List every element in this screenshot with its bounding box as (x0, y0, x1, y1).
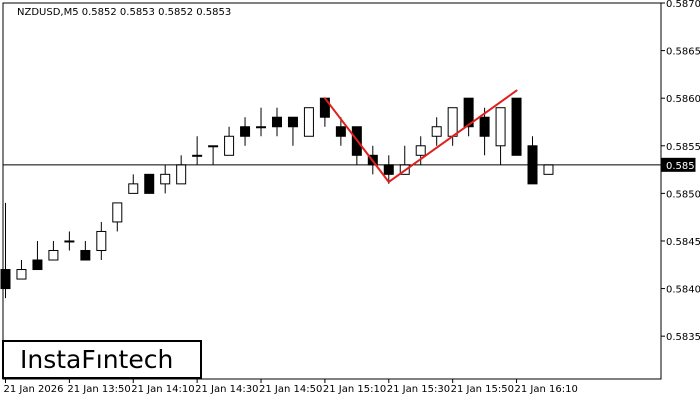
logo-box (2, 340, 202, 379)
candle (144, 173, 155, 194)
candle-body-bearish (0, 269, 11, 290)
candle (16, 260, 27, 280)
y-tick-label: 0.5850 (666, 189, 700, 200)
current-price-label: 0.5853 (666, 161, 700, 172)
x-tick-label: 21 Jan 15:10 (323, 384, 386, 395)
candle (96, 221, 107, 261)
y-tick-label: 0.5835 (666, 332, 700, 343)
candle-body-bullish (176, 164, 187, 185)
candle-body-bearish (383, 164, 394, 175)
pattern-line (387, 89, 518, 183)
chart-title: NZDUSD,M5 0.5852 0.5853 0.5852 0.5853 (17, 7, 231, 18)
candle (335, 117, 346, 146)
candle-body-bearish (287, 116, 298, 128)
candle (271, 107, 282, 137)
candle (112, 202, 123, 232)
x-tick-label: 21 Jan 15:50 (451, 384, 514, 395)
candle (256, 107, 267, 137)
candle-body-bullish (415, 145, 426, 156)
candle-body-bullish (224, 135, 235, 156)
pattern-layer (323, 89, 518, 183)
candle (431, 117, 442, 146)
candle-body-bearish (479, 116, 490, 137)
y-tick-label: 0.5860 (666, 94, 700, 105)
candle (479, 107, 490, 156)
candle (543, 164, 554, 175)
candle-body-bullish (431, 126, 442, 137)
candle (32, 240, 43, 271)
current-price-badge: 0.5853 (660, 157, 700, 172)
candle-body-bearish (511, 97, 522, 156)
x-tick-label: 21 Jan 15:30 (387, 384, 450, 395)
candle-body-bearish (463, 97, 474, 128)
x-tick-label: 21 Jan 14:30 (195, 384, 258, 395)
candle (224, 126, 235, 156)
x-axis: 21 Jan 2026 21 Jan 13:50 21 Jan 14:10 21 Ja… (4, 379, 578, 395)
candle (128, 174, 139, 194)
candle (48, 240, 59, 261)
candle-body-bullish (160, 173, 171, 185)
candle-body-bullish (192, 154, 203, 157)
candle-body-bullish (303, 107, 314, 137)
candle-body-bullish (208, 145, 219, 148)
candle-body-bearish (271, 116, 282, 128)
candle (287, 116, 298, 146)
candle-body-bullish (256, 126, 267, 129)
plot-area (2, 2, 662, 380)
y-tick-label: 0.5855 (666, 142, 700, 153)
candle-body-bullish (128, 183, 139, 194)
y-tick-label: 0.5845 (666, 237, 700, 248)
candle (240, 117, 251, 146)
candle-body-bullish (447, 107, 458, 137)
candle-body-bearish (240, 126, 251, 137)
candle-body-bearish (32, 259, 43, 271)
candle-body-bullish (48, 249, 59, 261)
candle-body-bearish (80, 249, 91, 261)
x-tick-label: 21 Jan 2026 (4, 384, 64, 395)
candle (511, 97, 522, 156)
candle-body-bullish (96, 230, 107, 251)
y-tick-label: 0.5840 (666, 285, 700, 296)
logo-text: InstaFıntech (20, 345, 173, 374)
x-tick-label: 21 Jan 13:50 (67, 384, 130, 395)
pattern-line (323, 97, 390, 183)
candle (192, 136, 203, 165)
candle-body-bullish (16, 269, 27, 280)
candle (208, 145, 219, 165)
candle (495, 107, 506, 165)
x-tick-label: 21 Jan 16:10 (515, 384, 578, 395)
logo: InstaFıntech (2, 340, 202, 379)
y-tick-label: 0.5870 (666, 0, 700, 10)
candle (303, 107, 314, 137)
candle (64, 231, 75, 251)
x-tick-label: 21 Jan 14:50 (259, 384, 322, 395)
y-tick-label: 0.5865 (666, 47, 700, 58)
current-price-badge-bg (660, 157, 696, 172)
candle-body-bearish (335, 126, 346, 137)
candle (80, 240, 91, 261)
candle (463, 97, 474, 137)
candle-body-bearish (144, 173, 155, 194)
candle (160, 164, 171, 194)
candle-body-bullish (64, 240, 75, 243)
candle-body-bullish (112, 202, 123, 223)
x-tick-label: 21 Jan 14:10 (131, 384, 194, 395)
y-axis: 0.5870 0.5865 0.5860 0.5855 0.5850 0.5845 0.58… (660, 0, 700, 343)
candle (0, 202, 11, 299)
candle-body-bullish (495, 107, 506, 147)
candle-body-bullish (543, 164, 554, 175)
